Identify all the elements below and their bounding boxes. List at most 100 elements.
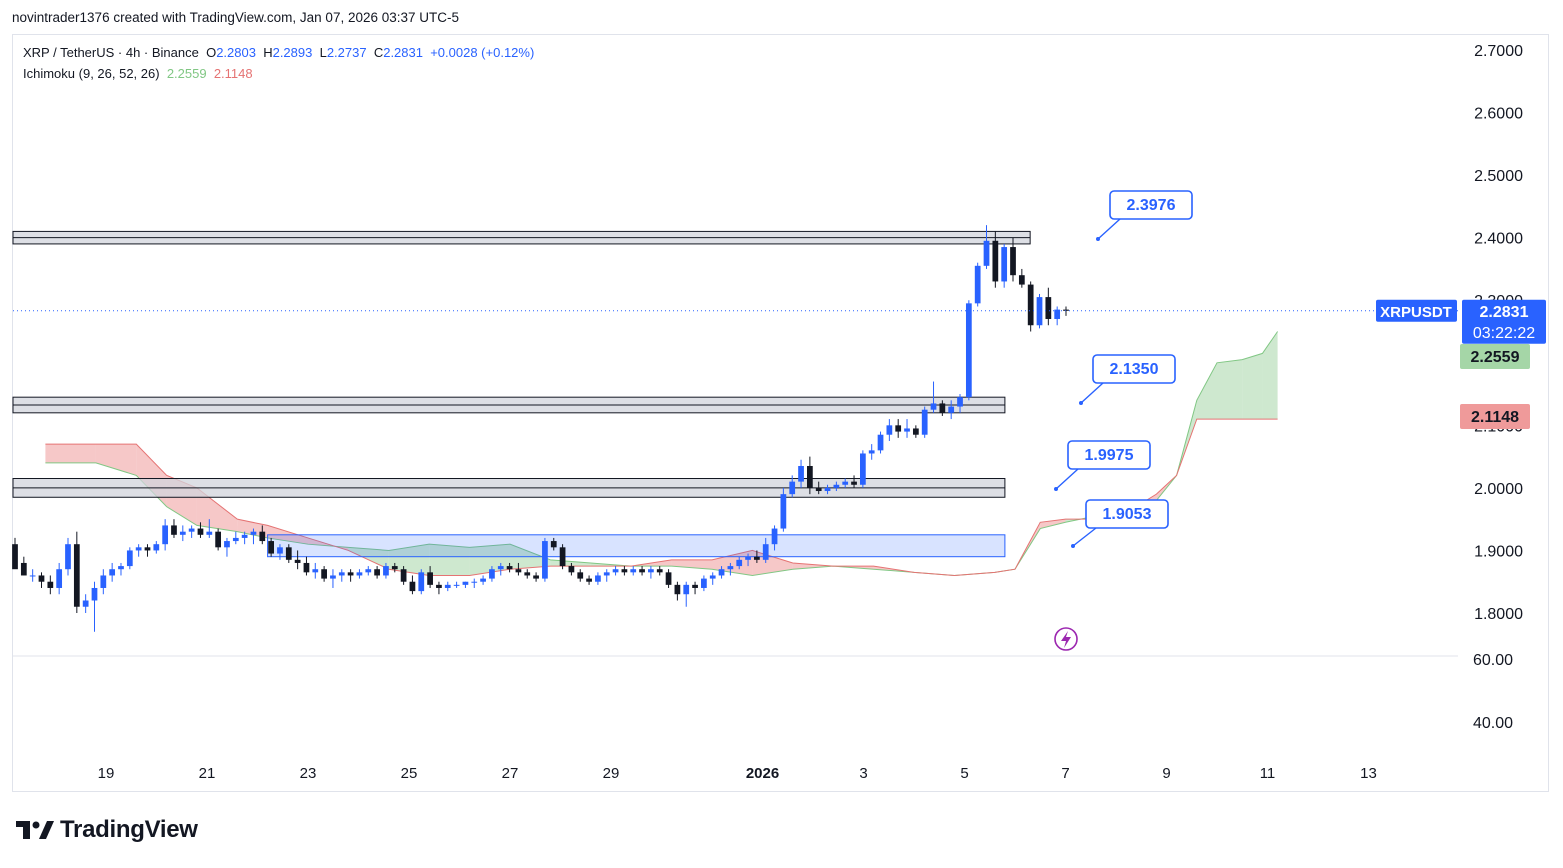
candle [524, 569, 531, 579]
candle [718, 566, 725, 579]
candle-body [383, 566, 389, 576]
price-callout[interactable]: 1.9053 [1071, 499, 1169, 548]
candle [480, 575, 486, 585]
candle [957, 394, 963, 413]
cloud-segment [388, 544, 430, 576]
candle [833, 481, 840, 492]
candle [1036, 293, 1043, 329]
x-tick-label: 19 [98, 765, 115, 782]
tradingview-logo[interactable]: TradingView [14, 816, 198, 844]
cloud-segment [1217, 359, 1243, 420]
candle-body [356, 572, 363, 576]
close-value: 2.2831 [383, 45, 423, 60]
candle [436, 581, 442, 595]
candle-body [20, 562, 27, 576]
ichimoku-a-badge-bg [1460, 344, 1530, 369]
x-tick-label: 3 [859, 765, 867, 782]
callout-box [1085, 499, 1169, 529]
candle-body [745, 556, 751, 560]
candle [144, 544, 151, 557]
candle [321, 566, 327, 582]
candle [232, 531, 239, 545]
price-axis[interactable]: 2.70002.60002.50002.40002.30002.20002.10… [1473, 43, 1523, 732]
price-callouts[interactable]: 2.3976 2.1350 1.9975 1.9053 [1054, 190, 1193, 548]
candle-body [1001, 247, 1008, 282]
tradingview-logo-icon [16, 821, 54, 839]
candle [383, 562, 389, 579]
callout-label: 2.1350 [1110, 361, 1159, 378]
candle-body [709, 575, 716, 579]
candle-body [29, 575, 36, 577]
candle [895, 419, 902, 438]
candle [47, 575, 54, 595]
price-callout[interactable]: 2.3976 [1096, 190, 1193, 241]
candle-body [736, 559, 743, 567]
candle [374, 566, 380, 579]
candle-body [1045, 297, 1052, 319]
candle-body [82, 600, 89, 607]
callout-anchor [1079, 401, 1083, 405]
candle [20, 556, 27, 576]
candle [294, 550, 301, 570]
y-tick-label: 2.7000 [1474, 43, 1523, 60]
candle-body [56, 569, 63, 588]
x-tick-label: 2026 [746, 765, 779, 782]
callout-box [1067, 440, 1151, 470]
candlestick-series [12, 225, 1458, 632]
x-tick-label: 23 [300, 765, 317, 782]
candle-body [197, 528, 204, 535]
candle [73, 531, 80, 613]
candle-body [665, 572, 672, 585]
candle-body [250, 531, 257, 535]
open-value: 2.2803 [216, 45, 256, 60]
callout-anchor [1096, 237, 1100, 241]
candle-body [577, 572, 584, 579]
candle [912, 425, 919, 438]
lightning-icon[interactable] [1054, 627, 1078, 651]
candle-body [771, 528, 778, 545]
low-label: L [319, 45, 327, 60]
candle-body [232, 537, 239, 542]
candle-body [630, 569, 637, 573]
x-tick-label: 9 [1162, 765, 1170, 782]
candle [559, 544, 566, 570]
candle [215, 528, 222, 551]
change-value: +0.0028 (+0.12%) [430, 45, 535, 60]
symbol-info[interactable]: XRP / TetherUS · 4h · Binance [23, 45, 199, 60]
candle-body [73, 544, 80, 607]
candle-body [462, 581, 469, 585]
price-callout[interactable]: 1.9975 [1054, 440, 1151, 491]
candle [621, 566, 628, 576]
candle-body [506, 566, 513, 570]
candle [762, 537, 769, 563]
candle-body [974, 265, 981, 304]
candle-body [930, 403, 937, 410]
candle [153, 541, 160, 554]
x-tick-label: 7 [1061, 765, 1069, 782]
candle [798, 459, 804, 488]
candle [745, 553, 751, 567]
countdown-tag: 03:22:22 [1473, 325, 1535, 342]
candle-body [886, 425, 893, 435]
ichimoku-a-badge: 2.2559 [1460, 344, 1530, 369]
candle [400, 566, 407, 585]
cloud-segment [1242, 353, 1263, 420]
candle-body [285, 547, 292, 560]
candle-body [701, 578, 707, 588]
cloud-segment [95, 444, 137, 476]
indicator-name[interactable]: Ichimoku (9, 26, 52, 26) [23, 66, 160, 81]
callout-anchor [1054, 487, 1058, 491]
candle-body [550, 541, 557, 548]
callout-label: 1.9053 [1103, 506, 1152, 523]
price-callout[interactable]: 2.1350 [1079, 354, 1176, 405]
candle [277, 544, 283, 560]
y-tick-label: 1.9000 [1474, 543, 1523, 560]
candle-body [338, 572, 345, 576]
time-axis[interactable]: 19 21 23 25 27 29 2026 3 5 7 9 11 13 [98, 765, 1377, 782]
candle [868, 444, 875, 460]
candle [674, 581, 681, 601]
candle-body [1054, 309, 1061, 319]
candle-body [542, 541, 548, 579]
candle [1045, 287, 1052, 326]
